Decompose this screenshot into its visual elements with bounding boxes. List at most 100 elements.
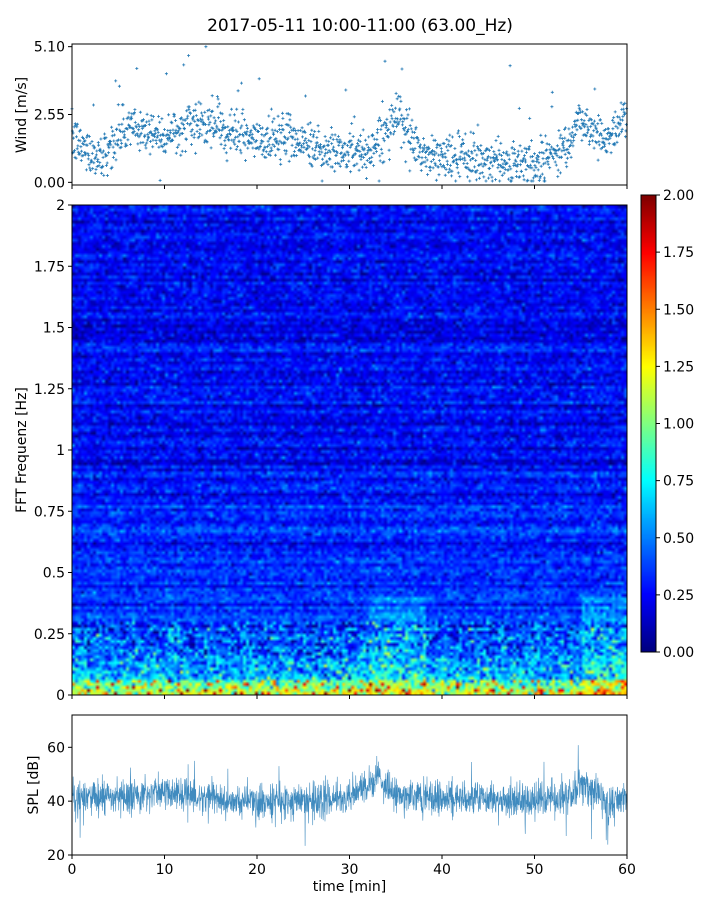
wind-point — [390, 117, 394, 121]
wind-point — [111, 155, 115, 159]
wind-point — [404, 160, 408, 164]
wind-point — [604, 128, 607, 131]
wind-point — [543, 179, 547, 183]
wind-point — [225, 133, 229, 137]
wind-point — [459, 158, 462, 162]
wind-point — [537, 161, 541, 165]
wind-point — [348, 145, 352, 149]
wind-point — [333, 169, 337, 173]
wind-point — [299, 150, 303, 154]
wind-point — [279, 131, 283, 135]
wind-point — [339, 140, 343, 144]
wind-point — [95, 149, 99, 153]
wind-point — [314, 146, 318, 150]
wind-point — [85, 143, 89, 147]
wind-point — [577, 111, 580, 115]
wind-point — [212, 134, 216, 138]
wind-point — [415, 158, 419, 161]
wind-point — [616, 126, 620, 130]
wind-point — [245, 126, 249, 130]
wind-point — [283, 141, 287, 145]
wind-point — [119, 129, 122, 133]
wind-point — [94, 167, 98, 171]
wind-y-tick-label: 0.00 — [34, 175, 65, 191]
wind-point — [191, 118, 195, 122]
wind-point — [269, 136, 273, 140]
wind-point — [551, 155, 555, 159]
wind-point — [338, 138, 342, 142]
wind-point — [281, 111, 284, 115]
wind-point — [547, 155, 551, 159]
wind-point — [145, 141, 149, 145]
wind-point — [262, 155, 266, 159]
colorbar: 0.00 0.25 0.50 0.75 1.00 1.25 1.50 1.75 2.00 — [640, 188, 694, 661]
wind-point — [136, 142, 140, 146]
wind-point — [153, 135, 156, 138]
wind-point — [257, 147, 261, 151]
wind-y-tick-label: 2.55 — [34, 108, 65, 124]
wind-point — [456, 162, 459, 166]
wind-point — [94, 155, 98, 159]
wind-point — [276, 114, 280, 118]
wind-point — [310, 128, 314, 132]
wind-y-axis-label: Wind [m/s] — [14, 77, 30, 153]
wind-point — [306, 122, 310, 126]
wind-point — [406, 127, 410, 131]
wind-point — [523, 146, 527, 150]
wind-point — [132, 130, 136, 133]
wind-point — [289, 125, 293, 129]
wind-point — [100, 171, 104, 175]
wind-point — [589, 133, 593, 137]
spl-x-tick-label: 10 — [156, 862, 174, 878]
wind-point — [151, 115, 155, 119]
wind-point — [268, 153, 272, 157]
wind-point — [89, 168, 92, 172]
wind-point — [434, 151, 438, 155]
wind-point — [443, 166, 447, 169]
wind-point — [176, 131, 180, 134]
wind-point — [370, 155, 374, 159]
wind-point — [427, 152, 431, 156]
colorbar-tick-label: 1.00 — [663, 417, 694, 433]
wind-point — [317, 150, 321, 154]
wind-point — [511, 176, 515, 180]
wind-point — [462, 162, 466, 165]
wind-point — [203, 140, 206, 144]
wind-point — [587, 128, 590, 132]
wind-point — [596, 158, 600, 162]
wind-point — [171, 139, 175, 142]
wind-point — [424, 155, 428, 159]
wind-point — [394, 116, 398, 120]
wind-point — [197, 100, 201, 104]
wind-point — [492, 150, 496, 154]
wind-point — [181, 123, 185, 127]
wind-point — [545, 142, 549, 146]
wind-point — [80, 149, 84, 153]
wind-point — [245, 130, 249, 134]
wind-point — [441, 153, 445, 156]
wind-point — [531, 179, 535, 183]
wind-point — [466, 175, 469, 179]
wind-point — [236, 135, 240, 139]
wind-point — [618, 132, 622, 136]
wind-point — [148, 140, 152, 143]
wind-point — [422, 146, 426, 150]
wind-point — [232, 140, 236, 144]
wind-point — [439, 147, 443, 151]
wind-point — [369, 160, 373, 164]
wind-point — [516, 155, 519, 159]
wind-point — [346, 153, 350, 157]
wind-point — [104, 164, 108, 167]
wind-point — [362, 155, 366, 159]
wind-point — [358, 140, 362, 143]
wind-point — [482, 175, 486, 179]
wind-point — [219, 142, 223, 146]
wind-point — [554, 163, 558, 167]
wind-point — [568, 143, 572, 147]
wind-point — [474, 178, 478, 182]
wind-point — [295, 154, 299, 158]
wind-point — [323, 151, 327, 155]
wind-point — [194, 151, 198, 155]
wind-point — [530, 139, 533, 143]
wind-point — [397, 120, 401, 124]
